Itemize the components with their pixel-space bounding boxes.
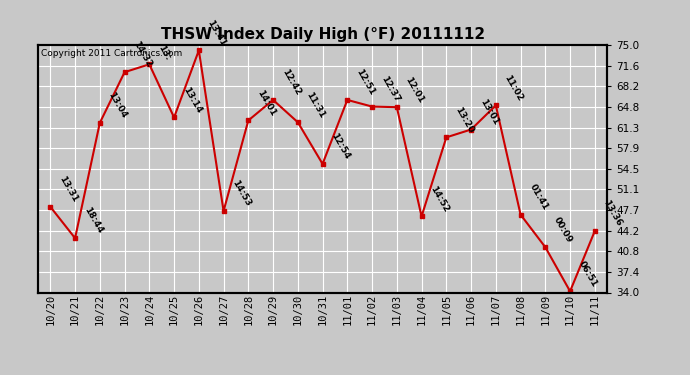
- Text: 13:31: 13:31: [57, 175, 79, 204]
- Text: 13:14: 13:14: [181, 85, 203, 115]
- Text: 13:01: 13:01: [478, 98, 500, 127]
- Text: 14:53: 14:53: [230, 179, 253, 208]
- Text: 06:51: 06:51: [577, 260, 599, 288]
- Text: 13:36: 13:36: [602, 199, 624, 228]
- Text: 12:37: 12:37: [379, 74, 401, 104]
- Text: 13:41: 13:41: [206, 18, 228, 48]
- Text: 11:02: 11:02: [503, 74, 525, 103]
- Text: 12:54: 12:54: [330, 132, 352, 161]
- Text: 14:32: 14:32: [132, 40, 154, 69]
- Text: 00:09: 00:09: [552, 215, 574, 244]
- Text: 18:44: 18:44: [82, 206, 104, 236]
- Text: 14:01: 14:01: [255, 88, 277, 118]
- Text: 12:01: 12:01: [404, 75, 426, 104]
- Text: 12:51: 12:51: [354, 68, 376, 97]
- Text: Copyright 2011 Cartronics.com: Copyright 2011 Cartronics.com: [41, 49, 182, 58]
- Text: 13:04: 13:04: [107, 91, 129, 120]
- Text: 01:41: 01:41: [528, 183, 550, 212]
- Text: 12:42: 12:42: [280, 68, 302, 97]
- Text: 13:: 13:: [156, 43, 172, 62]
- Text: 11:31: 11:31: [305, 90, 327, 120]
- Text: 14:52: 14:52: [428, 184, 451, 214]
- Text: 13:20: 13:20: [453, 105, 475, 135]
- Title: THSW Index Daily High (°F) 20111112: THSW Index Daily High (°F) 20111112: [161, 27, 484, 42]
